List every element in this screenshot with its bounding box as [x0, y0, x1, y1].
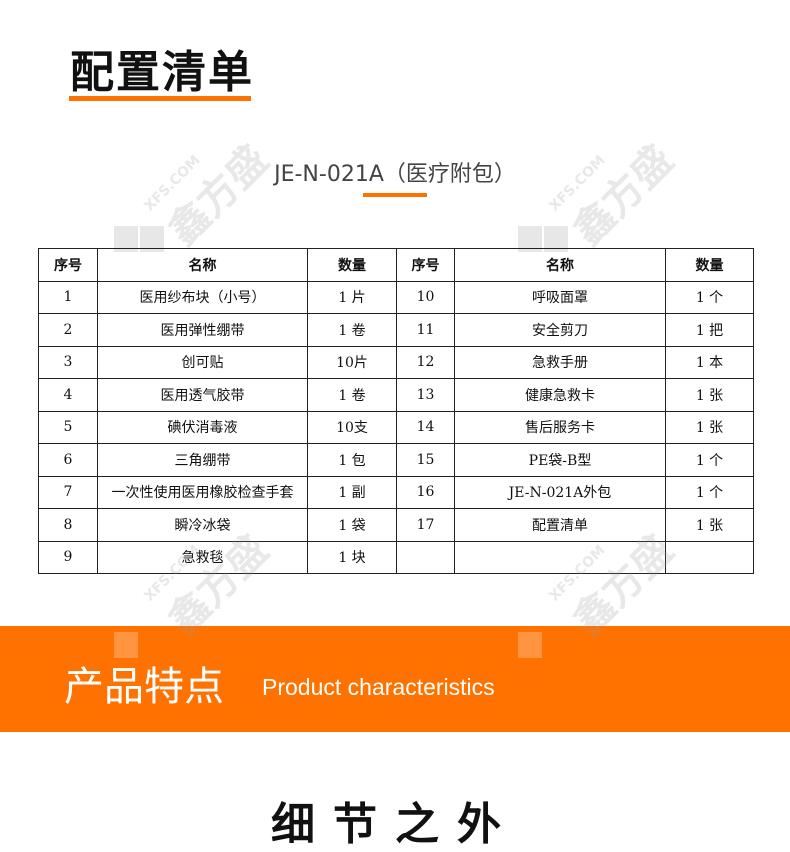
item-quantity: 1 副: [307, 475, 397, 509]
table-row: 3 创可贴 10片 12 急救手册 1 本: [38, 345, 754, 379]
table-row: 4 医用透气胶带 1 卷 13 健康急救卡 1 张: [38, 378, 754, 412]
table-row: 2 医用弹性绷带 1 卷 11 安全剪刀 1 把: [38, 313, 754, 347]
item-name: PE袋-B型: [454, 443, 666, 477]
item-index: [396, 540, 455, 574]
item-name: 售后服务卡: [454, 410, 666, 444]
header-quantity: 数量: [307, 248, 397, 282]
item-name: 安全剪刀: [454, 313, 666, 347]
item-quantity: 10片: [307, 345, 397, 379]
item-index: 13: [396, 378, 455, 412]
item-quantity: 1 卷: [307, 313, 397, 347]
title-underline: [69, 96, 251, 101]
item-index: 3: [38, 345, 98, 379]
item-quantity: 1 张: [665, 508, 754, 542]
item-name: 急救手册: [454, 345, 666, 379]
product-subtitle: JE-N-021A（医疗附包）: [274, 162, 516, 187]
item-name: 急救毯: [97, 540, 308, 574]
table-row: 7 一次性使用医用橡胶检查手套 1 副 16 JE-N-021A外包 1 个: [38, 475, 754, 509]
item-name: 健康急救卡: [454, 378, 666, 412]
watermark-logo: [518, 226, 542, 252]
item-quantity: 1 张: [665, 378, 754, 412]
item-index: 9: [38, 540, 98, 574]
item-quantity: 1 块: [307, 540, 397, 574]
table-row: 8 瞬冷冰袋 1 袋 17 配置清单 1 张: [38, 508, 754, 542]
watermark-logo: [140, 226, 164, 252]
item-index: 17: [396, 508, 455, 542]
header-index: 序号: [38, 248, 98, 282]
item-quantity: 1 个: [665, 475, 754, 509]
banner-title-cn: 产品特点: [64, 664, 224, 710]
item-name: 一次性使用医用橡胶检查手套: [97, 475, 308, 509]
item-quantity: 1 卷: [307, 378, 397, 412]
item-name: 医用透气胶带: [97, 378, 308, 412]
item-index: 8: [38, 508, 98, 542]
next-section-title: 细节之外: [271, 799, 519, 850]
item-index: 14: [396, 410, 455, 444]
subtitle-underline: [363, 193, 427, 197]
header-name: 名称: [454, 248, 666, 282]
item-name: 配置清单: [454, 508, 666, 542]
item-name: JE-N-021A外包: [454, 475, 666, 509]
item-name: [454, 540, 666, 574]
watermark-logo: [114, 632, 138, 658]
section-banner: 产品特点 Product characteristics: [0, 626, 790, 732]
item-index: 7: [38, 475, 98, 509]
item-name: 碘伏消毒液: [97, 410, 308, 444]
table-row: 1 医用纱布块（小号） 1 片 10 呼吸面罩 1 个: [38, 280, 754, 314]
item-index: 4: [38, 378, 98, 412]
item-quantity: 1 片: [307, 280, 397, 314]
item-quantity: 1 个: [665, 443, 754, 477]
item-index: 6: [38, 443, 98, 477]
item-index: 11: [396, 313, 455, 347]
header-quantity: 数量: [665, 248, 754, 282]
item-quantity: 1 包: [307, 443, 397, 477]
header-index: 序号: [396, 248, 455, 282]
item-name: 三角绷带: [97, 443, 308, 477]
table-header-row: 序号 名称 数量 序号 名称 数量: [38, 248, 754, 282]
item-name: 呼吸面罩: [454, 280, 666, 314]
item-index: 15: [396, 443, 455, 477]
item-index: 2: [38, 313, 98, 347]
item-quantity: 1 个: [665, 280, 754, 314]
watermark-logo: [544, 226, 568, 252]
item-quantity: 1 张: [665, 410, 754, 444]
item-name: 医用弹性绷带: [97, 313, 308, 347]
item-index: 10: [396, 280, 455, 314]
page-title: 配置清单: [70, 47, 254, 98]
item-quantity: 10支: [307, 410, 397, 444]
watermark-logo: [518, 632, 542, 658]
item-quantity: 1 把: [665, 313, 754, 347]
header-name: 名称: [97, 248, 308, 282]
table-row: 9 急救毯 1 块: [38, 540, 754, 574]
item-name: 瞬冷冰袋: [97, 508, 308, 542]
item-index: 12: [396, 345, 455, 379]
configuration-table: 序号 名称 数量 序号 名称 数量 1 医用纱布块（小号） 1 片 10 呼吸面罩 1 个…: [38, 248, 754, 574]
watermark-logo: [114, 226, 138, 252]
banner-title-en: Product characteristics: [262, 674, 495, 700]
item-index: 1: [38, 280, 98, 314]
item-name: 医用纱布块（小号）: [97, 280, 308, 314]
table-row: 6 三角绷带 1 包 15 PE袋-B型 1 个: [38, 443, 754, 477]
item-quantity: [665, 540, 754, 574]
item-index: 16: [396, 475, 455, 509]
item-quantity: 1 本: [665, 345, 754, 379]
item-quantity: 1 袋: [307, 508, 397, 542]
item-index: 5: [38, 410, 98, 444]
item-name: 创可贴: [97, 345, 308, 379]
table-row: 5 碘伏消毒液 10支 14 售后服务卡 1 张: [38, 410, 754, 444]
